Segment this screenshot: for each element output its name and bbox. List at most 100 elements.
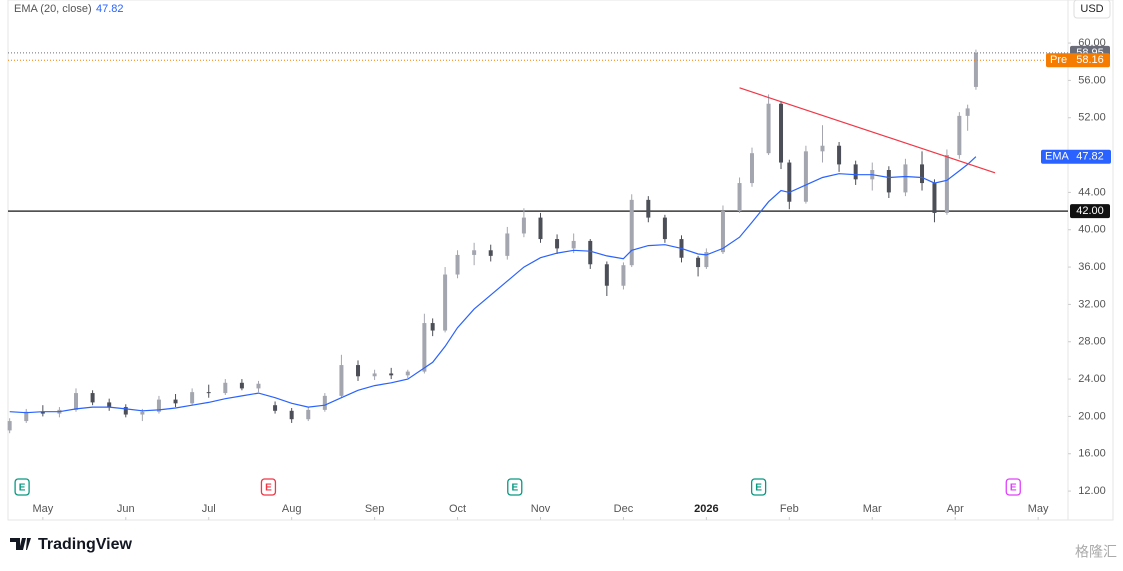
candle-body: [140, 411, 145, 415]
candle-body: [803, 151, 808, 202]
candle-body: [662, 217, 667, 240]
candle-body: [430, 323, 435, 331]
indicator-legend: EMA (20, close): [14, 3, 92, 15]
y-tick-label: 12.00: [1078, 485, 1106, 497]
level-label-box: [1070, 204, 1110, 219]
earnings-marker[interactable]: [750, 478, 767, 496]
indicator-legend-value: 47.82: [96, 3, 124, 15]
candle-body: [903, 164, 908, 193]
candle-body: [720, 211, 725, 253]
brand-name: TradingView: [38, 536, 133, 553]
candle-body: [704, 252, 709, 268]
candle-body: [588, 240, 593, 265]
candle-body: [107, 402, 112, 408]
earnings-label: E: [1010, 483, 1017, 494]
y-tick-label: 20.00: [1078, 410, 1106, 422]
candle-body: [521, 217, 526, 234]
candle-body: [749, 153, 754, 184]
candle-body: [339, 365, 344, 396]
x-tick-label: May: [32, 503, 53, 515]
y-tick-label: 16.00: [1078, 448, 1106, 460]
x-tick-label: Aug: [282, 503, 302, 515]
candle-body: [604, 264, 609, 286]
candle-body: [766, 103, 771, 154]
candle-body: [123, 407, 128, 415]
candle-body: [837, 145, 842, 165]
x-tick-label: Sep: [365, 503, 385, 515]
candle-body: [853, 164, 858, 180]
candle-body: [920, 164, 925, 184]
candle-body: [389, 373, 394, 376]
chart-frame: [7, 0, 1114, 521]
candle-body: [24, 411, 29, 422]
currency: USD: [1080, 3, 1103, 15]
ema-label-value: 47.82: [1076, 151, 1104, 163]
candle-body: [973, 52, 978, 87]
candle-body: [443, 274, 448, 331]
x-tick-label: Jun: [117, 503, 135, 515]
candle-body: [737, 183, 742, 212]
x-tick-label: Dec: [614, 503, 634, 515]
y-tick-label: 36.00: [1078, 261, 1106, 273]
candle-body: [538, 217, 543, 240]
candle-body: [289, 410, 294, 420]
candle-body: [505, 233, 510, 256]
y-tick-label: 52.00: [1078, 112, 1106, 124]
candle-body: [306, 409, 311, 420]
candle-body: [621, 265, 626, 286]
candle-body: [455, 254, 460, 275]
branding: TradingView: [10, 536, 133, 553]
candle-body: [646, 199, 651, 218]
candle-body: [787, 162, 792, 202]
ema-label-name: EMA: [1045, 151, 1070, 163]
candle-body: [555, 239, 560, 249]
y-tick-label: 56.00: [1078, 74, 1106, 86]
candle-body: [405, 371, 410, 376]
watermark: 格隆汇: [1075, 544, 1117, 560]
candle-body: [256, 383, 261, 389]
candle-body: [886, 170, 891, 193]
candle-body: [779, 103, 784, 163]
level-label: 42.00: [1076, 205, 1104, 217]
earnings-marker[interactable]: [14, 478, 30, 496]
candle-body: [488, 250, 493, 256]
y-tick-label: 40.00: [1078, 224, 1106, 236]
ema-line: [9, 156, 977, 414]
candle-body: [696, 257, 701, 268]
premarket-value: 58.16: [1076, 54, 1104, 66]
candle-body: [629, 199, 634, 266]
candle-body: [356, 365, 361, 377]
premarket-box: [1046, 53, 1110, 68]
candle-body: [74, 393, 79, 410]
earnings-marker[interactable]: [1005, 478, 1021, 496]
earnings-label: E: [265, 483, 272, 494]
candle-body: [239, 382, 244, 389]
candle-body: [273, 405, 278, 411]
candle-body: [965, 108, 970, 116]
candle-body: [372, 373, 377, 377]
candle-body: [322, 395, 327, 410]
premarket-name: Pre: [1050, 54, 1067, 66]
candle-body: [820, 145, 825, 152]
x-tick-label: Mar: [863, 503, 882, 515]
candle-body: [190, 392, 195, 404]
currency-box[interactable]: [1073, 0, 1111, 19]
x-tick-label: Apr: [947, 503, 964, 515]
earnings-label: E: [755, 483, 762, 494]
candle-body: [472, 250, 477, 255]
earnings-label: E: [511, 483, 518, 494]
x-tick-label: May: [1028, 503, 1049, 515]
y-tick-label: 28.00: [1078, 336, 1106, 348]
earnings-marker[interactable]: [260, 478, 277, 496]
candle-body: [223, 382, 228, 394]
earnings-marker[interactable]: [507, 478, 523, 496]
x-tick-label: Oct: [449, 503, 466, 515]
candle-body: [944, 155, 949, 213]
earnings-label: E: [19, 483, 26, 494]
candle-body: [90, 393, 95, 403]
candle-body: [422, 323, 427, 372]
trendline: [739, 87, 996, 174]
ema-label-box: [1041, 149, 1111, 164]
candle-body: [206, 392, 211, 394]
